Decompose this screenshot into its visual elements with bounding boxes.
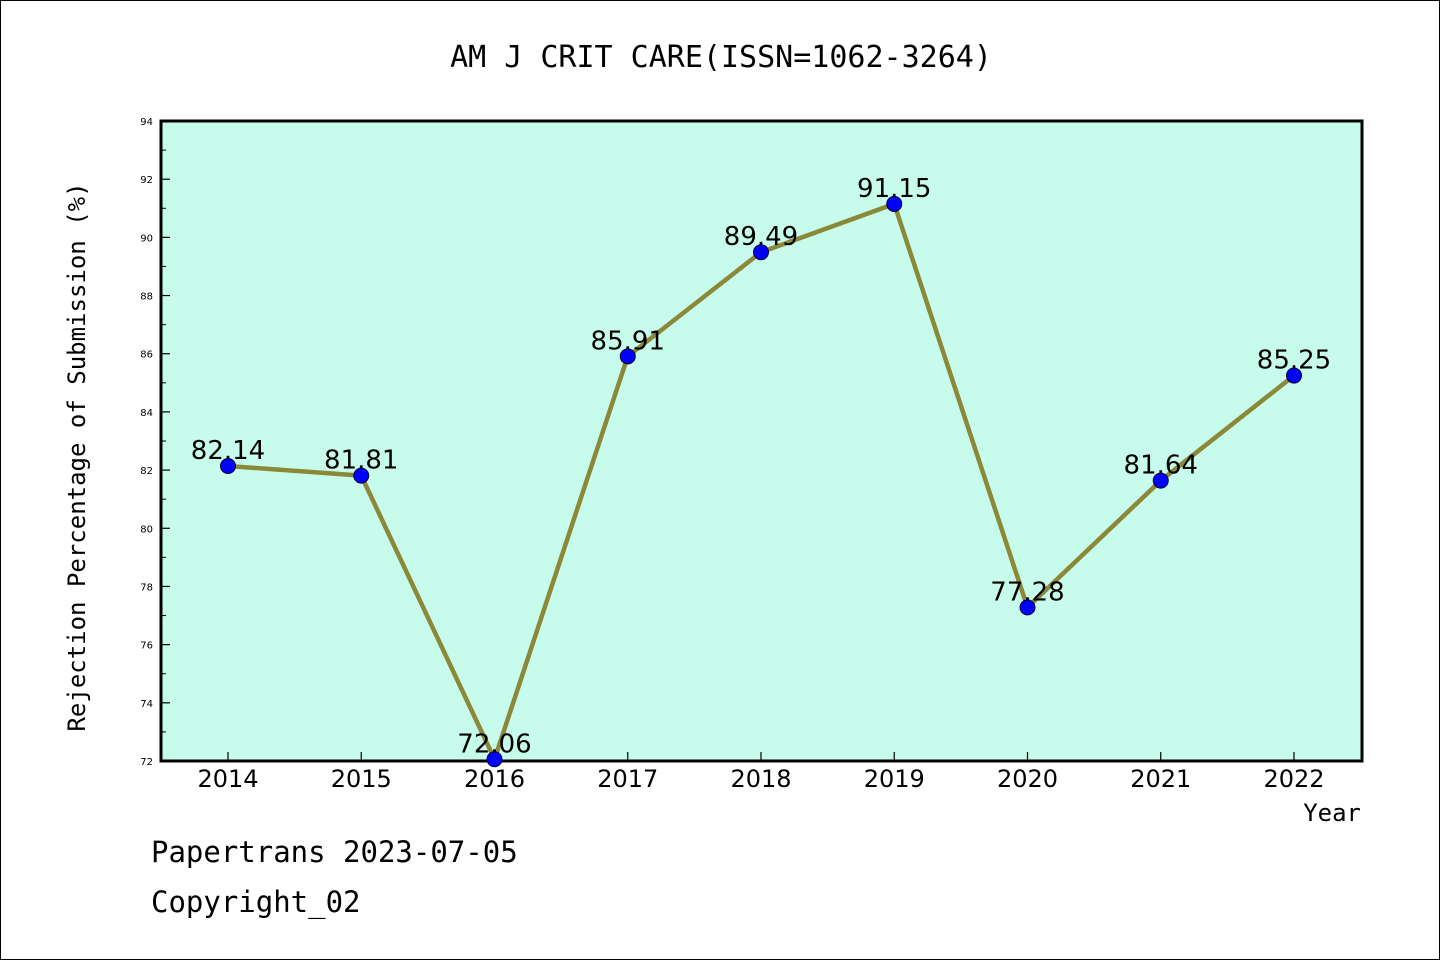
- y-tick-label: 94: [140, 117, 153, 128]
- y-tick-label: 84: [140, 408, 153, 419]
- y-tick-label: 76: [140, 641, 153, 652]
- x-tick-label: 2021: [1130, 765, 1191, 793]
- data-label: 91.15: [857, 174, 931, 204]
- y-tick-label: 92: [140, 175, 153, 186]
- data-label: 85.25: [1257, 346, 1331, 376]
- data-point: [753, 244, 769, 261]
- y-tick-label: 82: [140, 466, 153, 477]
- data-point: [220, 458, 236, 475]
- x-axis: 2014 2015 2016 2017 2018 2019 2020 2021 2022: [197, 752, 1325, 793]
- data-label: 89.49: [724, 222, 798, 252]
- data-point: [886, 195, 903, 212]
- y-axis-label: Rejection Percentage of Submission (%): [63, 182, 91, 731]
- data-label: 81.64: [1124, 451, 1198, 481]
- data-label: 77.28: [990, 577, 1064, 607]
- footer-copyright: Copyright_02: [151, 885, 361, 919]
- y-tick-label: 88: [140, 292, 153, 303]
- data-labels: 82.14 81.81 72.06 85.91 89.49 91.15 77.28 81.64…: [191, 174, 1331, 759]
- y-tick-label: 80: [140, 524, 153, 535]
- x-tick-label: 2019: [864, 765, 925, 793]
- x-axis-label: Year: [1303, 799, 1361, 827]
- x-tick-label: 2014: [197, 765, 258, 793]
- data-label: 85.91: [591, 326, 665, 356]
- y-tick-label: 72: [140, 757, 153, 768]
- data-label: 72.06: [457, 729, 531, 759]
- data-label: 82.14: [191, 436, 265, 466]
- data-point: [486, 751, 503, 768]
- data-point: [1152, 472, 1169, 489]
- y-tick-label: 90: [140, 233, 153, 244]
- x-tick-label: 2016: [464, 765, 525, 793]
- chart-title: AM J CRIT CARE(ISSN=1062-3264): [450, 40, 992, 75]
- data-point: [1019, 599, 1036, 616]
- x-tick-label: 2017: [597, 765, 658, 793]
- data-label: 81.81: [324, 446, 398, 476]
- data-point: [353, 467, 370, 484]
- data-point: [619, 348, 636, 365]
- x-tick-label: 2018: [730, 765, 791, 793]
- y-axis: 72 74 76 78 80 82 84 86 88 90 92 94: [140, 117, 170, 768]
- data-point: [1286, 367, 1302, 384]
- x-tick-label: 2015: [331, 765, 392, 793]
- x-tick-label: 2020: [997, 765, 1058, 793]
- data-markers: [220, 195, 1302, 768]
- y-tick-label: 74: [140, 699, 153, 710]
- y-tick-label: 86: [140, 350, 153, 361]
- y-tick-label: 78: [140, 582, 153, 593]
- x-tick-label: 2022: [1263, 765, 1324, 793]
- plot-area: [159, 119, 1364, 763]
- footer-date: Papertrans 2023-07-05: [151, 835, 518, 869]
